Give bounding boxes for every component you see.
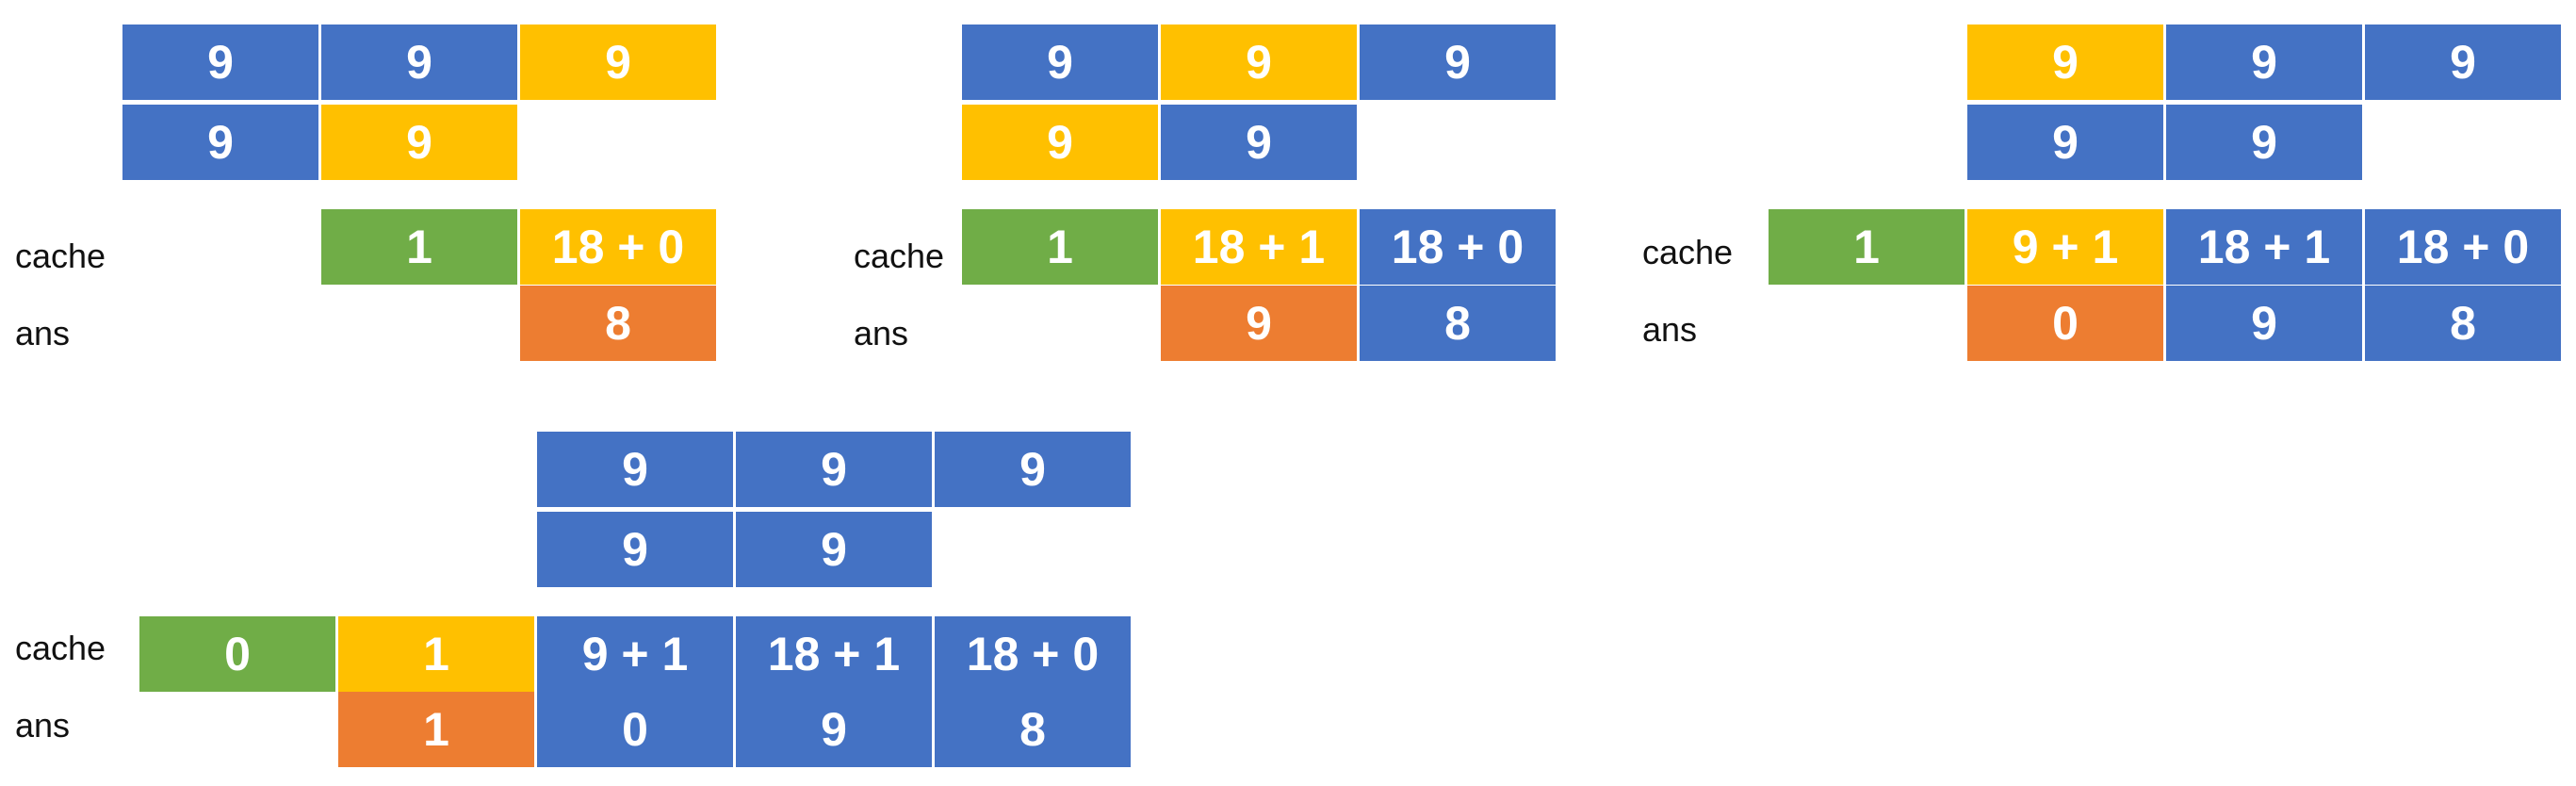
ans-cell: 8 — [520, 286, 716, 361]
operand-bottom-cell: 9 — [1161, 105, 1357, 180]
ans-cell: 9 — [736, 692, 932, 767]
ans-cell: 1 — [338, 692, 534, 767]
operand-bottom-cell: 9 — [122, 105, 318, 180]
cache-cell: 18 + 0 — [1360, 209, 1556, 285]
ans-cell: 9 — [2166, 286, 2362, 361]
cache-cell: 18 + 1 — [2166, 209, 2362, 285]
cache-cell: 18 + 1 — [736, 616, 932, 692]
cache-cell: 18 + 1 — [1161, 209, 1357, 285]
cache-row-label: cache — [15, 237, 106, 275]
cache-cell: 1 — [321, 209, 517, 285]
operand-top-cell: 9 — [520, 25, 716, 100]
operand-bottom-cell: 9 — [962, 105, 1158, 180]
cache-row-label: cache — [1642, 233, 1734, 271]
operand-top-cell: 9 — [935, 432, 1131, 507]
operand-top-cell: 9 — [1967, 25, 2163, 100]
cache-cell: 1 — [962, 209, 1158, 285]
ans-row-label: ans — [15, 314, 71, 352]
operand-top-cell: 9 — [321, 25, 517, 100]
operand-bottom-cell: 9 — [1967, 105, 2163, 180]
cache-cell: 18 + 0 — [2365, 209, 2561, 285]
cache-cell: 18 + 0 — [520, 209, 716, 285]
ans-cell: 8 — [2365, 286, 2561, 361]
ans-row-label: ans — [1642, 310, 1698, 349]
cache-cell: 18 + 0 — [935, 616, 1131, 692]
cache-cell: 0 — [139, 616, 335, 692]
ans-row-label: ans — [15, 706, 71, 745]
operand-bottom-cell: 9 — [2166, 105, 2362, 180]
ans-cell: 0 — [537, 692, 733, 767]
operand-top-cell: 9 — [962, 25, 1158, 100]
operand-top-cell: 9 — [736, 432, 932, 507]
cache-row-label: cache — [854, 237, 945, 275]
operand-bottom-cell: 9 — [537, 512, 733, 587]
cache-cell: 9 + 1 — [537, 616, 733, 692]
ans-cell: 9 — [1161, 286, 1357, 361]
ans-cell: 8 — [935, 692, 1131, 767]
ans-cell: 0 — [1967, 286, 2163, 361]
operand-top-cell: 9 — [537, 432, 733, 507]
cache-cell: 9 + 1 — [1967, 209, 2163, 285]
operand-top-cell: 9 — [1360, 25, 1556, 100]
ans-cell: 8 — [1360, 286, 1556, 361]
operand-bottom-cell: 9 — [321, 105, 517, 180]
operand-top-cell: 9 — [2166, 25, 2362, 100]
cache-cell: 1 — [1769, 209, 1965, 285]
operand-top-cell: 9 — [1161, 25, 1357, 100]
operand-top-cell: 9 — [122, 25, 318, 100]
ans-row-label: ans — [854, 314, 909, 352]
cache-cell: 1 — [338, 616, 534, 692]
operand-top-cell: 9 — [2365, 25, 2561, 100]
cache-row-label: cache — [15, 629, 106, 667]
operand-bottom-cell: 9 — [736, 512, 932, 587]
